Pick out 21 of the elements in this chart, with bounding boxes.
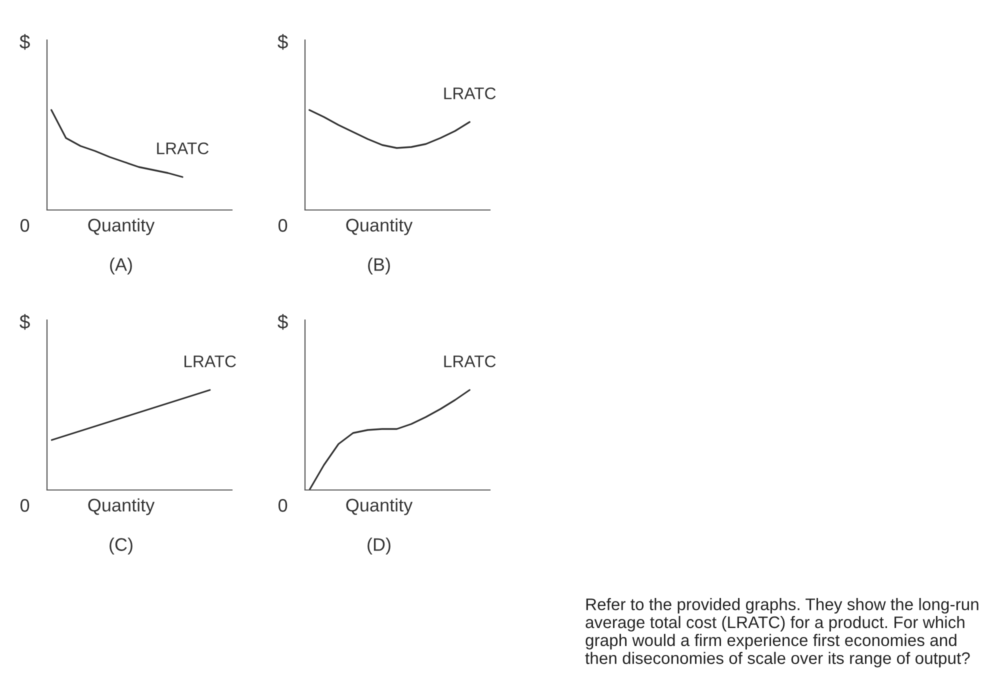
y-axis-title: $ — [20, 34, 30, 50]
series-label: LRATC — [157, 142, 209, 154]
x-axis-title: Quantity — [346, 218, 413, 236]
text: (C) — [110, 538, 132, 555]
y-axis-title: $ — [20, 314, 30, 330]
x-axis-title: Quantity — [88, 218, 155, 236]
text: (B) — [368, 258, 390, 275]
series-label: LRATC — [444, 87, 496, 100]
x-axis-title: Quantity — [346, 498, 413, 516]
text: (A) — [110, 258, 132, 275]
text: 0 — [278, 499, 288, 512]
y-axis-title: $ — [278, 34, 288, 50]
series-label: LRATC — [444, 355, 496, 368]
y-axis-title: $ — [278, 314, 288, 330]
series-label: LRATC — [184, 355, 236, 368]
x-axis-title: Quantity — [88, 498, 155, 516]
text: 0 — [20, 219, 30, 232]
text: 0 — [20, 499, 30, 512]
text: Refer to the provided graphs. They show the long-run average total cost (LRATC) for a product. For which graph would a firm experience first economies and then diseconomies of scale over its range of output? — [585, 598, 978, 668]
text: 0 — [278, 219, 288, 232]
text: (D) — [368, 538, 390, 555]
